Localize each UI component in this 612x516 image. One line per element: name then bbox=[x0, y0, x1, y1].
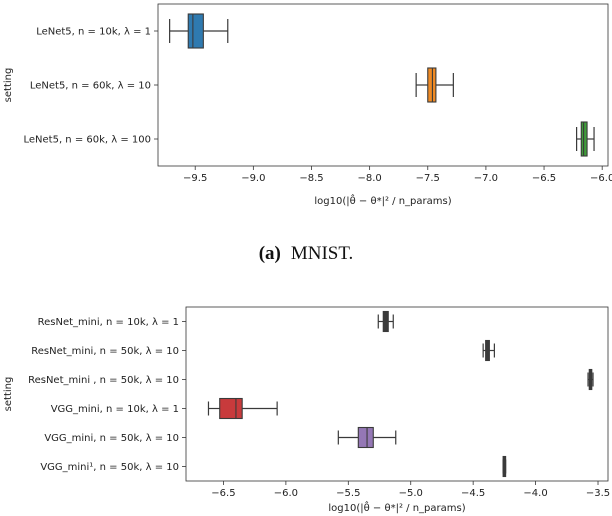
cifar-box-2 bbox=[482, 339, 495, 362]
mnist-xtick-label: −9.5 bbox=[183, 173, 207, 184]
cifar-box-1 bbox=[377, 310, 394, 333]
cifar-xlabel: log10(|θ̂ − θ*|² / n_params) bbox=[328, 500, 465, 514]
cifar-category-label: ResNet_mini , n = 50k, λ = 10 bbox=[28, 375, 179, 386]
cifar-category-label: ResNet_mini, n = 50k, λ = 10 bbox=[31, 346, 179, 357]
iqr-box bbox=[580, 121, 588, 157]
cifar-xtick-label: −6.5 bbox=[211, 488, 235, 499]
cifar-box-6 bbox=[502, 455, 507, 478]
cifar-xtick-label: −4.0 bbox=[523, 488, 547, 499]
cifar-box-5 bbox=[337, 426, 397, 449]
mnist-xtick-label: −9.0 bbox=[241, 173, 265, 184]
mnist-caption-label: (a) bbox=[259, 243, 281, 264]
mnist-xtick-label: −6.5 bbox=[532, 173, 556, 184]
cifar-xtick-label: −5.5 bbox=[336, 488, 360, 499]
mnist-xtick-label: −8.5 bbox=[299, 173, 323, 184]
mnist-category-label: LeNet5, n = 60k, λ = 100 bbox=[23, 135, 151, 146]
cifar-panel: setting log10(|θ̂ − θ*|² / n_params) −6.… bbox=[3, 306, 610, 514]
cifar-ylabel: setting bbox=[3, 377, 14, 412]
mnist-caption: (a) MNIST. bbox=[259, 243, 354, 264]
iqr-box bbox=[357, 426, 374, 449]
mnist-xtick-label: −7.5 bbox=[416, 173, 440, 184]
mnist-xlabel: log10(|θ̂ − θ*|² / n_params) bbox=[314, 193, 451, 207]
mnist-xtick-label: −7.0 bbox=[474, 173, 498, 184]
mnist-box-2 bbox=[415, 67, 454, 103]
cifar-xtick-label: −6.0 bbox=[274, 488, 298, 499]
mnist-box-1 bbox=[169, 13, 229, 49]
mnist-panel: setting log10(|θ̂ − θ*|² / n_params) −9.… bbox=[3, 3, 612, 207]
mnist-category-label: LeNet5, n = 10k, λ = 1 bbox=[36, 27, 151, 38]
cifar-category-label: VGG_mini¹, n = 50k, λ = 10 bbox=[40, 462, 179, 473]
mnist-category-label: LeNet5, n = 60k, λ = 10 bbox=[30, 81, 151, 92]
cifar-category-label: VGG_mini, n = 10k, λ = 1 bbox=[51, 404, 179, 415]
mnist-ylabel: setting bbox=[3, 68, 14, 103]
mnist-xtick-label: −6.0 bbox=[590, 173, 612, 184]
cifar-xtick-label: −4.5 bbox=[461, 488, 485, 499]
iqr-box bbox=[219, 397, 243, 420]
mnist-plot-frame bbox=[157, 3, 609, 167]
iqr-box bbox=[427, 67, 437, 103]
cifar-category-label: ResNet_mini, n = 10k, λ = 1 bbox=[38, 317, 179, 328]
mnist-caption-text: MNIST. bbox=[291, 243, 353, 264]
cifar-box-3 bbox=[587, 368, 594, 391]
cifar-plot-frame bbox=[185, 306, 609, 482]
cifar-box-4 bbox=[207, 397, 278, 420]
iqr-box bbox=[187, 13, 204, 49]
cifar-category-label: VGG_mini, n = 50k, λ = 10 bbox=[44, 433, 179, 444]
mnist-xtick-label: −8.0 bbox=[357, 173, 381, 184]
cifar-xtick-label: −3.5 bbox=[586, 488, 610, 499]
cifar-xtick-label: −5.0 bbox=[399, 488, 423, 499]
iqr-box bbox=[485, 339, 490, 362]
mnist-box-3 bbox=[576, 121, 595, 157]
